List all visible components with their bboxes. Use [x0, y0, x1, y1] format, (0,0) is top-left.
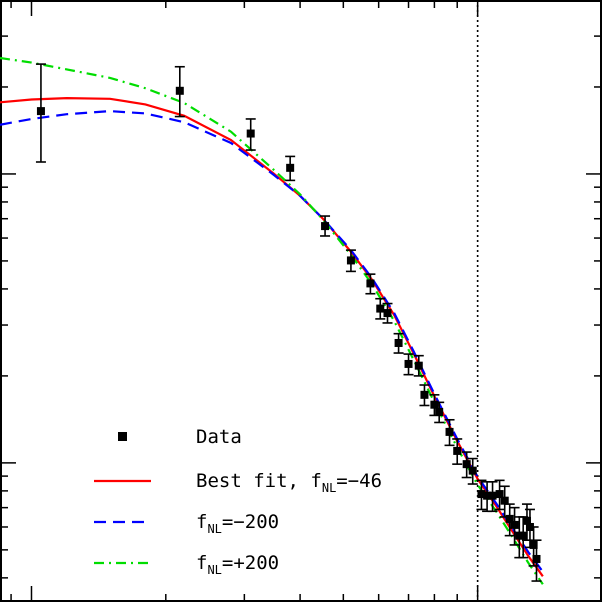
- data-point: [476, 479, 487, 511]
- data-marker: [430, 400, 439, 409]
- legend-entry: Data: [118, 426, 242, 448]
- data-point: [504, 503, 515, 537]
- legend-label-subscript: NL: [207, 522, 221, 536]
- data-marker: [36, 107, 45, 116]
- data-marker: [510, 520, 519, 529]
- data-points: [35, 63, 542, 582]
- data-point: [487, 481, 498, 513]
- data-marker: [321, 222, 330, 231]
- data-marker: [468, 466, 477, 475]
- legend-label-tail: =−46: [336, 470, 382, 492]
- model-curve-1: [0, 110, 544, 573]
- legend-label: Data: [196, 426, 242, 448]
- data-marker: [366, 279, 375, 288]
- legend-label-subscript: NL: [207, 563, 221, 577]
- data-point: [444, 418, 455, 447]
- data-point: [429, 394, 440, 417]
- data-point: [245, 118, 256, 151]
- data-marker: [394, 338, 403, 347]
- data-point: [467, 457, 478, 485]
- data-point: [285, 155, 296, 182]
- data-point: [531, 539, 542, 582]
- legend-label-main: f: [196, 511, 207, 533]
- data-marker: [246, 129, 255, 138]
- data-marker: [346, 256, 355, 265]
- data-marker: [495, 490, 504, 499]
- data-marker: [529, 540, 538, 549]
- legend-label: fNL=−200: [196, 511, 279, 536]
- legend-label-tail: =+200: [222, 552, 279, 574]
- data-marker: [435, 408, 444, 417]
- data-marker: [175, 86, 184, 95]
- data-marker: [453, 446, 462, 455]
- data-point: [452, 438, 463, 465]
- data-point: [365, 273, 376, 295]
- legend-entry: fNL=+200: [94, 552, 279, 577]
- data-marker: [477, 490, 486, 499]
- data-marker: [286, 163, 295, 172]
- data-point: [35, 63, 46, 163]
- data-point: [174, 65, 185, 118]
- data-point: [413, 354, 424, 377]
- data-point: [509, 506, 520, 546]
- data-point: [403, 353, 414, 376]
- data-marker: [505, 514, 514, 523]
- data-marker: [462, 460, 471, 469]
- data-marker: [376, 304, 385, 313]
- data-marker: [404, 359, 413, 368]
- data-point: [345, 249, 356, 273]
- legend-entry: Best fit, fNL=−46: [94, 470, 382, 495]
- data-marker: [500, 496, 509, 505]
- data-marker: [488, 491, 497, 500]
- legend-label-main: f: [196, 552, 207, 574]
- data-point: [375, 297, 386, 320]
- legend-entry: fNL=−200: [94, 511, 279, 536]
- legend-label-subscript: NL: [322, 481, 336, 495]
- legend-label: Best fit, fNL=−46: [196, 470, 382, 495]
- data-marker: [519, 531, 528, 540]
- data-point: [382, 302, 393, 324]
- legend-label: fNL=+200: [196, 552, 279, 577]
- data-marker: [483, 491, 492, 500]
- legend-marker: [118, 432, 127, 441]
- data-point: [494, 479, 505, 511]
- data-marker: [383, 309, 392, 318]
- legend-label-main: Data: [196, 426, 242, 448]
- legend-label-tail: =−200: [222, 511, 279, 533]
- data-point: [320, 215, 331, 237]
- data-point: [434, 401, 445, 424]
- data-marker: [532, 554, 541, 563]
- data-point: [419, 384, 430, 407]
- legend-label-main: Best fit, f: [196, 470, 322, 492]
- data-marker: [522, 516, 531, 525]
- data-point: [393, 332, 404, 354]
- data-marker: [445, 427, 454, 436]
- data-marker: [420, 390, 429, 399]
- data-marker: [414, 361, 423, 370]
- data-point: [461, 451, 472, 479]
